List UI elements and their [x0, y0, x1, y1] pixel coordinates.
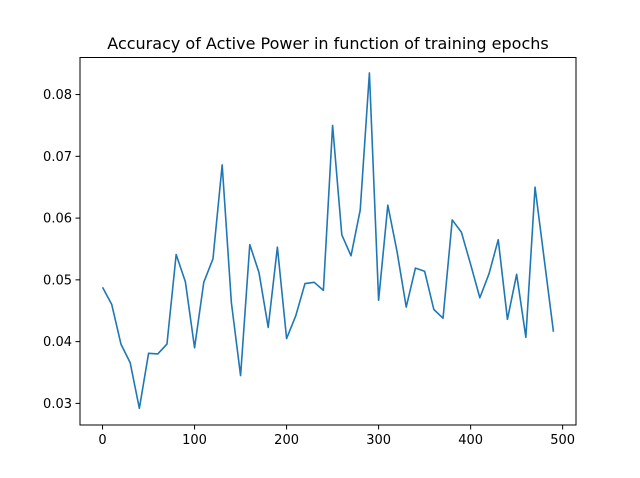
x-tick-label: 400	[458, 433, 483, 448]
y-tick-label: 0.03	[43, 397, 72, 412]
y-tick-label: 0.07	[43, 150, 72, 165]
chart-title: Accuracy of Active Power in function of …	[107, 34, 548, 53]
y-axis: 0.03 0.04 0.05 0.06 0.07 0.08	[43, 88, 80, 412]
plot-area	[101, 72, 555, 410]
y-tick-label: 0.05	[43, 273, 72, 288]
series-line-0	[101, 72, 555, 410]
x-axis: 0 100 200 300 400 500	[98, 425, 575, 448]
y-tick-label: 0.04	[43, 335, 72, 350]
x-tick-label: 200	[274, 433, 299, 448]
x-tick-label: 500	[550, 433, 575, 448]
x-tick-label: 0	[98, 433, 106, 448]
x-tick-label: 300	[366, 433, 391, 448]
y-tick-label: 0.06	[43, 212, 72, 227]
x-tick-label: 100	[182, 433, 207, 448]
axes-frame	[79, 57, 577, 426]
y-tick-label: 0.08	[43, 88, 72, 103]
